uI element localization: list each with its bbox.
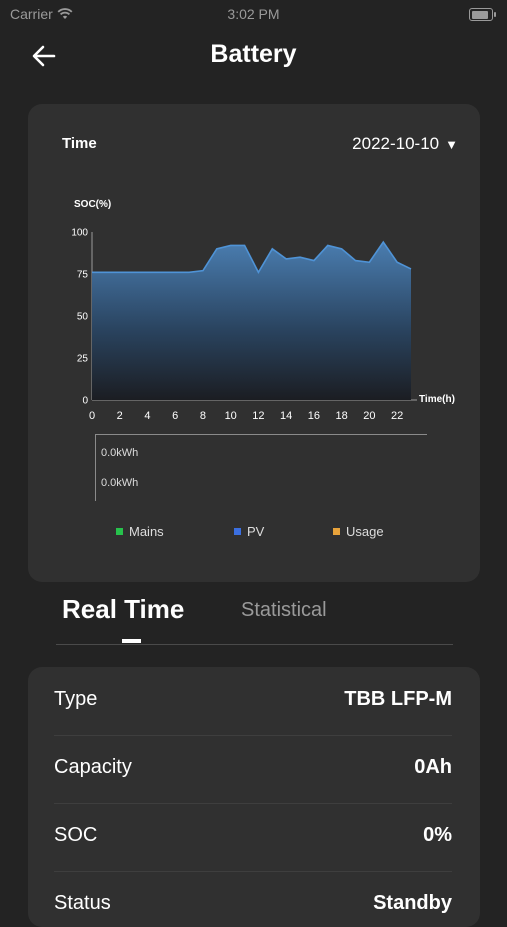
wifi-icon bbox=[57, 8, 73, 19]
x-axis-label: Time(h) bbox=[419, 394, 455, 405]
info-value: Standby bbox=[373, 892, 452, 914]
x-tick-label: 10 bbox=[225, 410, 237, 422]
info-row-status: Status Standby bbox=[54, 871, 452, 927]
y-tick-label: 100 bbox=[71, 228, 88, 239]
x-tick-label: 22 bbox=[391, 410, 403, 422]
chart-card: Time 2022-10-10 ▼ SOC(%) Time(h) 0 25 50 75… bbox=[28, 104, 480, 582]
legend-swatch-pv bbox=[234, 528, 241, 535]
legend-label: Usage bbox=[346, 524, 384, 539]
x-tick-label: 6 bbox=[172, 410, 178, 422]
energy-value: 0.0kWh bbox=[101, 447, 139, 459]
dropdown-caret-icon: ▼ bbox=[445, 136, 458, 152]
carrier-info: Carrier bbox=[10, 6, 73, 22]
legend-mains: Mains bbox=[116, 524, 164, 539]
info-row-capacity: Capacity 0Ah bbox=[54, 735, 452, 804]
legend-label: PV bbox=[247, 524, 265, 539]
x-tick-label: 12 bbox=[252, 410, 264, 422]
x-tick-label: 16 bbox=[308, 410, 320, 422]
y-tick-label: 75 bbox=[77, 270, 89, 281]
legend-label: Mains bbox=[129, 524, 164, 539]
y-axis-label: SOC(%) bbox=[74, 199, 111, 210]
soc-area bbox=[92, 242, 411, 400]
x-tick-label: 4 bbox=[144, 410, 150, 422]
info-key: Capacity bbox=[54, 756, 132, 778]
status-time: 3:02 PM bbox=[227, 6, 280, 22]
nav-bar: Battery bbox=[0, 32, 507, 80]
legend-pv: PV bbox=[234, 524, 264, 539]
battery-status-icon bbox=[469, 8, 496, 21]
soc-chart: SOC(%) Time(h) 0 25 50 75 100 0 2 4 6 8 10 12 14 16 18… bbox=[71, 199, 455, 422]
tab-active-indicator bbox=[122, 639, 141, 643]
legend-swatch-mains bbox=[116, 528, 123, 535]
x-tick-label: 2 bbox=[117, 410, 123, 422]
tab-bar: Real Time Statistical bbox=[56, 594, 453, 645]
info-value: TBB LFP-M bbox=[344, 688, 452, 710]
info-row-soc: SOC 0% bbox=[54, 803, 452, 872]
y-tick-label: 25 bbox=[77, 354, 89, 365]
y-tick-label: 50 bbox=[77, 312, 89, 323]
info-row-type: Type TBB LFP-M bbox=[54, 667, 452, 736]
back-button[interactable] bbox=[30, 42, 62, 70]
legend-usage: Usage bbox=[333, 524, 384, 539]
tab-statistical[interactable]: Statistical bbox=[241, 599, 327, 621]
x-tick-label: 20 bbox=[363, 410, 375, 422]
arrow-left-icon bbox=[32, 45, 56, 67]
info-value: 0Ah bbox=[414, 756, 452, 778]
page-title: Battery bbox=[210, 40, 297, 68]
soc-line bbox=[92, 240, 412, 274]
energy-summary: 0.0kWh 0.0kWh bbox=[95, 434, 427, 501]
time-label: Time bbox=[62, 135, 97, 152]
energy-value: 0.0kWh bbox=[101, 477, 139, 489]
tab-real-time[interactable]: Real Time bbox=[62, 594, 185, 624]
status-bar: Carrier 3:02 PM bbox=[0, 0, 507, 28]
carrier-label: Carrier bbox=[10, 6, 53, 22]
date-value: 2022-10-10 bbox=[352, 134, 440, 153]
info-key: Type bbox=[54, 688, 98, 710]
info-key: SOC bbox=[54, 824, 98, 846]
legend-swatch-usage bbox=[333, 528, 340, 535]
x-tick-label: 18 bbox=[336, 410, 348, 422]
info-value: 0% bbox=[423, 824, 452, 846]
x-tick-label: 14 bbox=[280, 410, 292, 422]
x-tick-label: 8 bbox=[200, 410, 206, 422]
date-picker[interactable]: 2022-10-10 ▼ bbox=[352, 134, 458, 154]
x-tick-label: 0 bbox=[89, 410, 95, 422]
y-tick-label: 0 bbox=[82, 396, 88, 407]
info-key: Status bbox=[54, 892, 111, 914]
battery-info-card: Type TBB LFP-M Capacity 0Ah SOC 0% Statu… bbox=[28, 667, 480, 927]
